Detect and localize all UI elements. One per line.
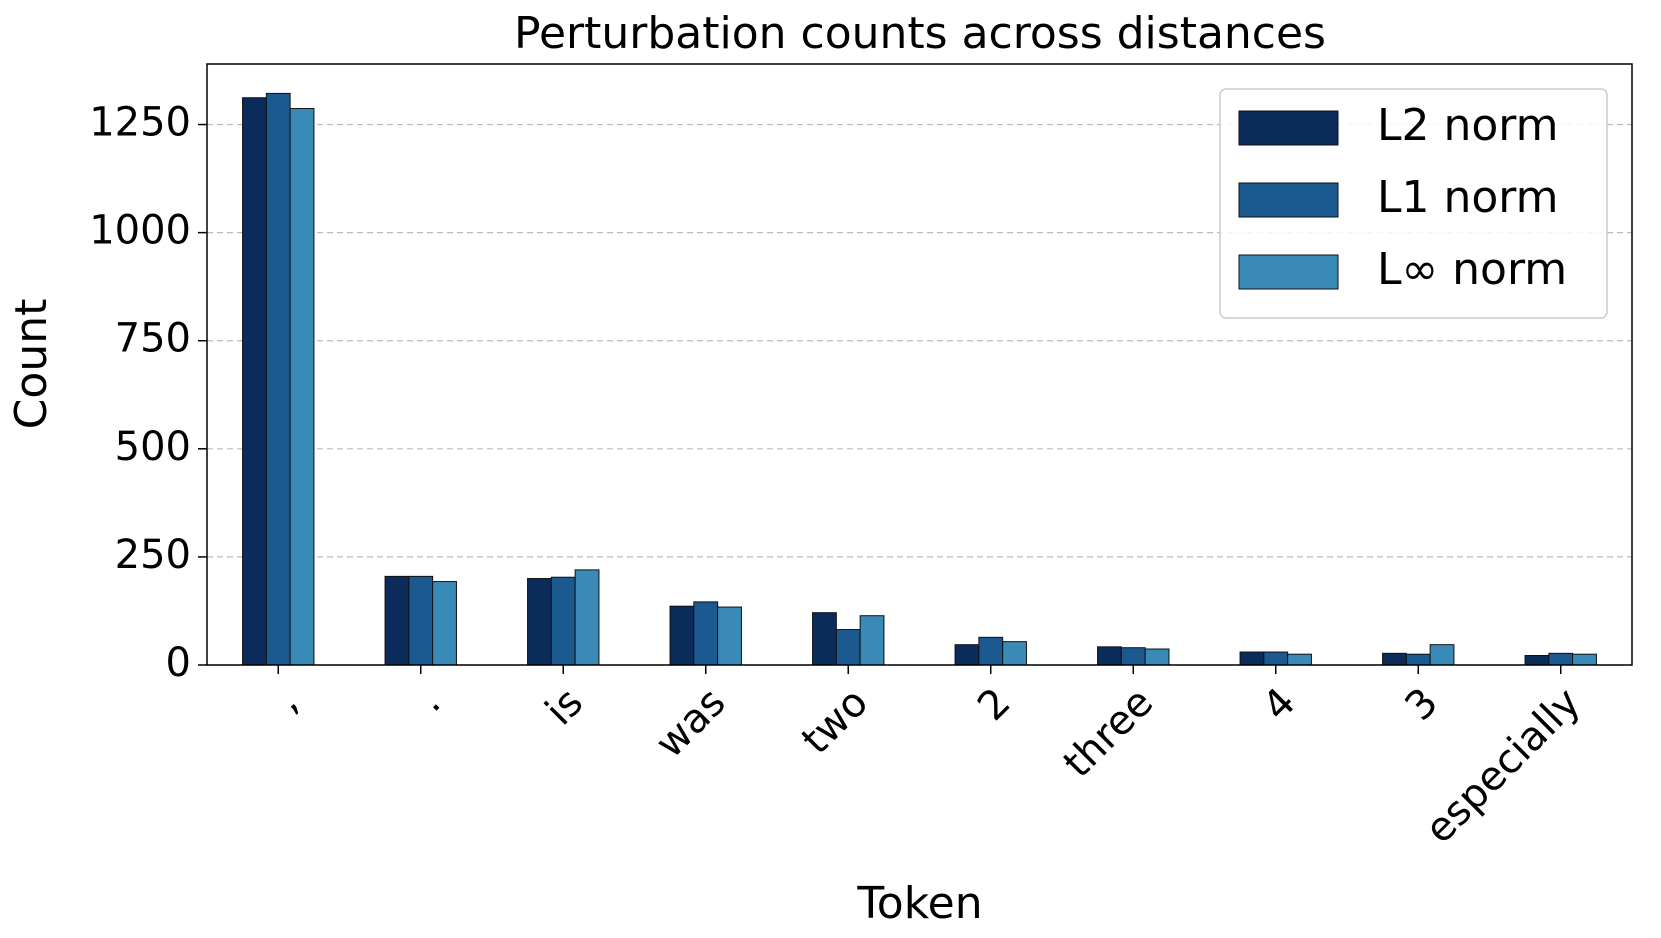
bar xyxy=(835,629,861,666)
bar xyxy=(1097,646,1122,666)
bar xyxy=(1524,654,1550,666)
x-tick-label: , xyxy=(266,679,308,721)
bar xyxy=(384,575,410,666)
bar xyxy=(1572,653,1597,666)
bar xyxy=(550,576,576,666)
x-tick-label: 3 xyxy=(1397,679,1448,730)
bar xyxy=(954,644,980,666)
legend-label: L1 norm xyxy=(1377,172,1558,223)
bar xyxy=(408,575,434,666)
bar xyxy=(812,612,837,666)
y-tick-label: 1250 xyxy=(89,100,191,146)
bar xyxy=(669,605,695,666)
x-tick-label: 2 xyxy=(969,679,1020,730)
legend-swatch xyxy=(1238,254,1339,290)
y-tick-label: 750 xyxy=(115,316,191,362)
x-axis-label: Token xyxy=(856,878,982,929)
x-tick-label: . xyxy=(408,679,450,721)
bar xyxy=(527,578,552,666)
x-tick-label: is xyxy=(537,679,592,734)
bar xyxy=(265,92,291,666)
x-tick-label: three xyxy=(1055,679,1162,786)
bar xyxy=(978,636,1004,666)
bar xyxy=(1144,648,1170,666)
bar xyxy=(1287,653,1312,666)
legend-swatch xyxy=(1238,182,1339,218)
chart-title: Perturbation counts across distances xyxy=(514,8,1326,59)
legend-swatch xyxy=(1238,110,1339,146)
bar xyxy=(1002,641,1027,666)
legend-label: L∞ norm xyxy=(1377,244,1567,295)
bar xyxy=(717,606,742,666)
x-tick-label: 4 xyxy=(1254,679,1305,730)
plot-frame xyxy=(206,63,1633,666)
bar xyxy=(1548,652,1574,666)
x-tick-label: was xyxy=(647,679,735,767)
bar xyxy=(574,569,600,666)
y-tick-label: 500 xyxy=(115,424,191,470)
bar xyxy=(1239,651,1265,666)
bar xyxy=(1263,651,1289,666)
y-tick-label: 1000 xyxy=(89,208,191,254)
y-tick-label: 0 xyxy=(166,640,191,686)
legend-label: L2 norm xyxy=(1377,100,1558,151)
bar xyxy=(1405,653,1431,666)
bar xyxy=(859,615,885,666)
bar xyxy=(1429,644,1455,666)
bar xyxy=(242,97,267,666)
bar xyxy=(432,581,457,666)
x-tick-label: two xyxy=(793,679,877,763)
bar xyxy=(1382,652,1407,666)
bar xyxy=(289,108,315,666)
x-tick-label: especially xyxy=(1416,679,1589,852)
y-axis-label: Count xyxy=(6,299,57,430)
bar xyxy=(1120,647,1146,666)
y-tick-label: 250 xyxy=(115,532,191,578)
bar xyxy=(693,601,719,666)
